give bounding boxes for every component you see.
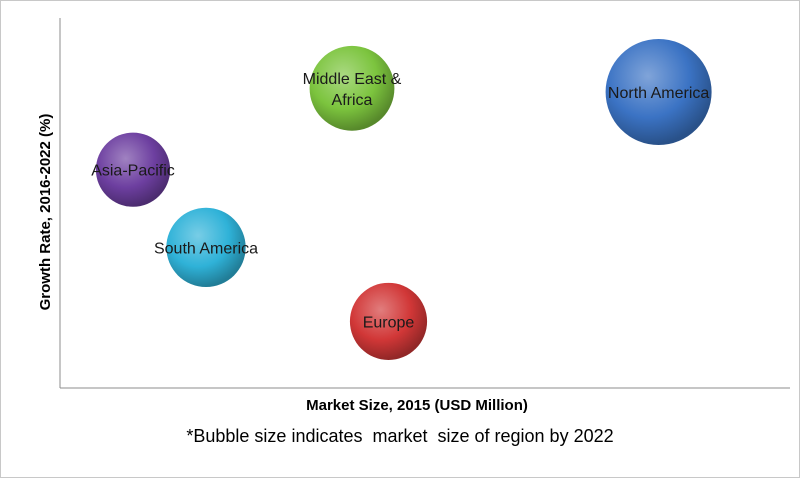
bubble-south-america bbox=[166, 207, 246, 288]
bubble-label-north-america: North America bbox=[608, 85, 709, 102]
bubble-series: North America Middle East & Africa Asia-Pac… bbox=[91, 39, 712, 360]
bubble-label-middle-east-africa: Middle East & Africa bbox=[303, 71, 402, 109]
bubble-middle-east-africa bbox=[309, 45, 395, 131]
footnote: *Bubble size indicates market size of re… bbox=[186, 426, 614, 446]
bubble-asia-pacific bbox=[95, 132, 171, 207]
bubble-label-europe: Europe bbox=[363, 314, 415, 331]
bubble-label-south-america: South America bbox=[154, 240, 258, 257]
bubble-europe bbox=[349, 282, 428, 360]
y-axis-label: Growth Rate, 2016-2022 (%) bbox=[37, 114, 54, 311]
bubble-north-america bbox=[605, 39, 712, 145]
bubble-label-asia-pacific: Asia-Pacific bbox=[91, 163, 175, 180]
x-axis-label: Market Size, 2015 (USD Million) bbox=[306, 397, 528, 414]
